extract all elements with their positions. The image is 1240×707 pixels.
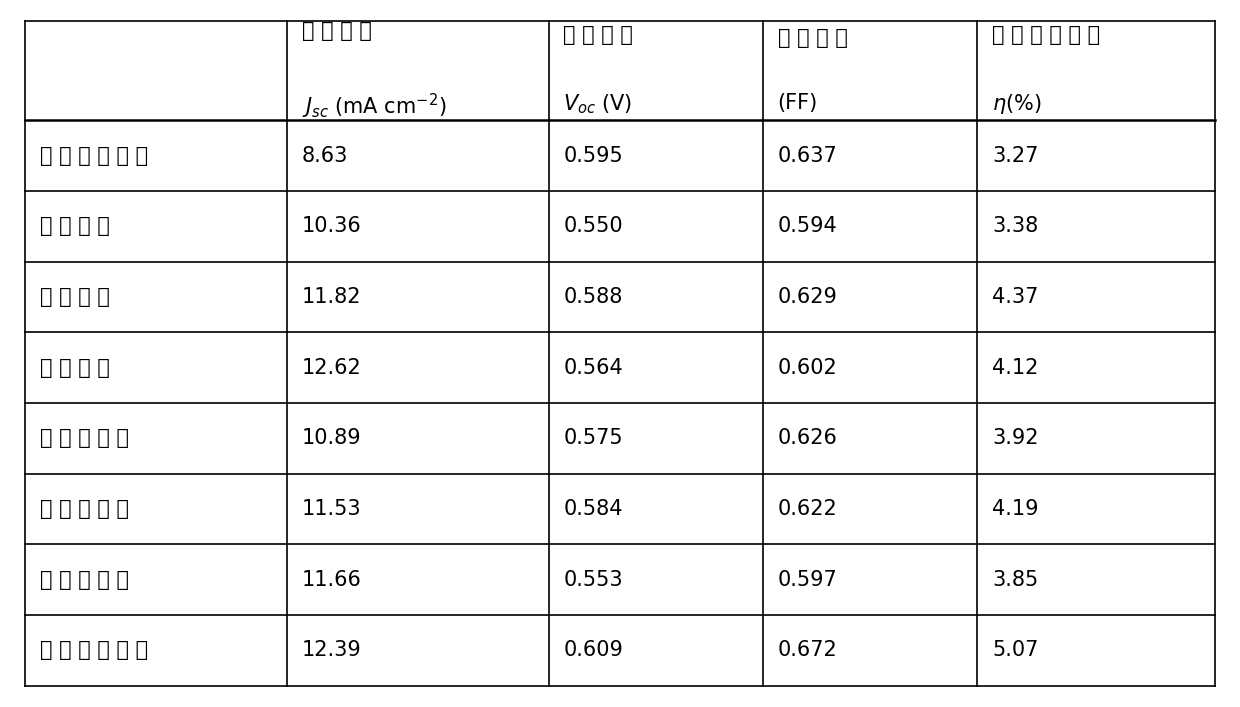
Text: 3.38: 3.38 [992, 216, 1038, 236]
Text: 11.82: 11.82 [301, 287, 361, 307]
Text: 3.92: 3.92 [992, 428, 1039, 448]
Text: 比 较 实 施 例 一: 比 较 实 施 例 一 [40, 146, 148, 165]
Text: 0.637: 0.637 [777, 146, 837, 165]
Text: 10.89: 10.89 [301, 428, 361, 448]
Text: 0.622: 0.622 [777, 499, 837, 519]
Text: 0.595: 0.595 [563, 146, 624, 165]
Text: 0.584: 0.584 [563, 499, 622, 519]
Text: 0.672: 0.672 [777, 641, 837, 660]
Text: 实 施 例 十 一: 实 施 例 十 一 [40, 428, 129, 448]
Text: 0.588: 0.588 [563, 287, 622, 307]
Text: 0.550: 0.550 [563, 216, 622, 236]
Text: 0.626: 0.626 [777, 428, 837, 448]
Text: 短 路 电 流

$J_{sc}$ (mA cm$^{-2}$): 短 路 电 流 $J_{sc}$ (mA cm$^{-2}$) [301, 21, 446, 121]
Text: 0.564: 0.564 [563, 358, 624, 378]
Text: 3.85: 3.85 [992, 570, 1038, 590]
Text: 11.53: 11.53 [301, 499, 361, 519]
Text: 11.66: 11.66 [301, 570, 361, 590]
Text: 实 施 例 八: 实 施 例 八 [40, 216, 109, 236]
Text: 0.594: 0.594 [777, 216, 837, 236]
Text: 10.36: 10.36 [301, 216, 361, 236]
Text: 4.37: 4.37 [992, 287, 1038, 307]
Text: 3.27: 3.27 [992, 146, 1038, 165]
Text: 开 路 电 压

$V_{oc}$ (V): 开 路 电 压 $V_{oc}$ (V) [563, 25, 634, 116]
Text: 4.12: 4.12 [992, 358, 1038, 378]
Text: 比 较 实 施 例 二: 比 较 实 施 例 二 [40, 641, 148, 660]
Text: 0.602: 0.602 [777, 358, 837, 378]
Text: 12.62: 12.62 [301, 358, 361, 378]
Text: 填 充 因 子

(FF): 填 充 因 子 (FF) [777, 28, 848, 114]
Text: 8.63: 8.63 [301, 146, 348, 165]
Text: 光 电 转 换 效 率

$\eta$(%): 光 电 转 换 效 率 $\eta$(%) [992, 25, 1100, 116]
Text: 实 施 例 十: 实 施 例 十 [40, 358, 109, 378]
Text: 4.19: 4.19 [992, 499, 1039, 519]
Text: 0.553: 0.553 [563, 570, 622, 590]
Text: 0.575: 0.575 [563, 428, 622, 448]
Text: 实 施 例 十 二: 实 施 例 十 二 [40, 499, 129, 519]
Text: 实 施 例 九: 实 施 例 九 [40, 287, 109, 307]
Text: 5.07: 5.07 [992, 641, 1038, 660]
Text: 0.629: 0.629 [777, 287, 837, 307]
Text: 实 施 例 十 三: 实 施 例 十 三 [40, 570, 129, 590]
Text: 0.597: 0.597 [777, 570, 837, 590]
Text: 0.609: 0.609 [563, 641, 624, 660]
Text: 12.39: 12.39 [301, 641, 361, 660]
